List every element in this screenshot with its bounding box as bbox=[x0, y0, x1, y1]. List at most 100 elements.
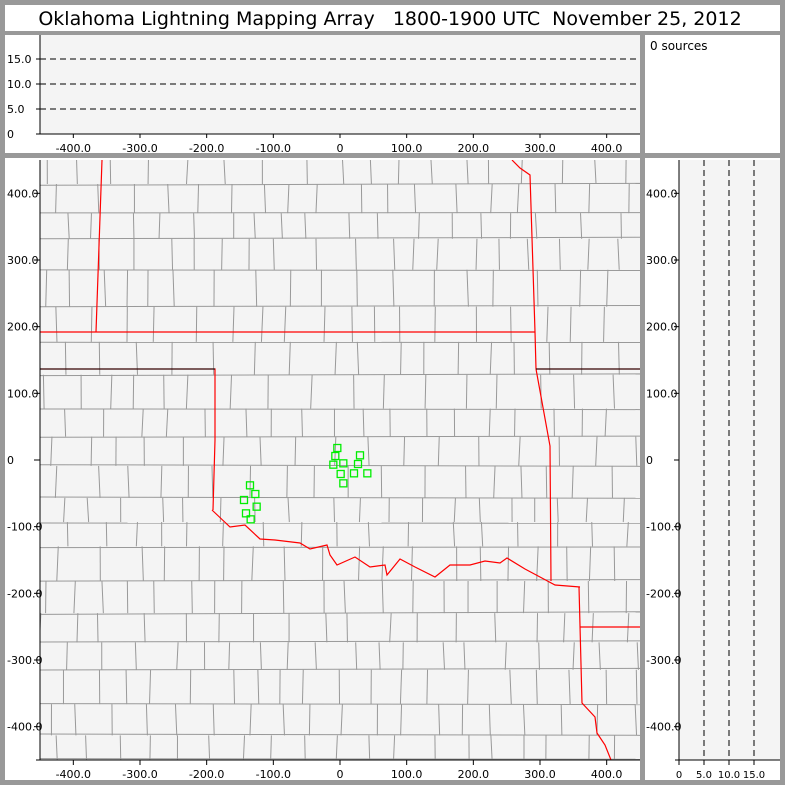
county-line bbox=[165, 408, 169, 437]
x-tick-label: 400.0 bbox=[591, 142, 623, 155]
county-line bbox=[463, 642, 466, 670]
x-tick-label: 400.0 bbox=[591, 768, 623, 781]
county-line bbox=[283, 546, 286, 581]
county-line bbox=[355, 642, 358, 670]
x-tick-label: -200.0 bbox=[189, 142, 224, 155]
county-line bbox=[193, 213, 195, 239]
county-line bbox=[376, 213, 379, 239]
x-tick-label: 200.0 bbox=[458, 142, 490, 155]
county-line bbox=[253, 341, 256, 375]
county-line bbox=[393, 735, 396, 760]
county-line bbox=[573, 374, 576, 409]
county-line bbox=[314, 642, 317, 670]
county-line bbox=[346, 613, 348, 643]
state-boundaries bbox=[40, 160, 640, 760]
county-line bbox=[90, 436, 93, 466]
county-line bbox=[400, 341, 402, 375]
county-line bbox=[595, 436, 598, 466]
station-marker bbox=[339, 459, 348, 468]
county-line bbox=[453, 497, 456, 523]
county-line bbox=[348, 213, 351, 239]
y-tick-label: 5.0 bbox=[7, 103, 25, 116]
county-line bbox=[222, 436, 225, 466]
county-line bbox=[40, 546, 640, 549]
county-line bbox=[242, 735, 246, 760]
x-tick-label: -300.0 bbox=[122, 768, 157, 781]
station-marker bbox=[363, 469, 372, 478]
county-line bbox=[587, 580, 590, 614]
county-line bbox=[263, 183, 267, 214]
county-line bbox=[437, 436, 440, 466]
county-line bbox=[126, 269, 129, 307]
county-line bbox=[300, 522, 303, 547]
station-marker bbox=[252, 502, 261, 511]
county-line bbox=[335, 735, 338, 760]
county-line bbox=[617, 238, 620, 270]
county-line bbox=[301, 408, 303, 437]
county-line bbox=[568, 669, 571, 705]
county-line bbox=[132, 213, 135, 239]
county-line bbox=[355, 238, 357, 270]
county-line bbox=[535, 669, 538, 705]
county-line bbox=[90, 213, 92, 239]
y-tick-label: 200.0 bbox=[646, 321, 678, 334]
county-line bbox=[563, 613, 566, 643]
y-tick-label: 0 bbox=[7, 454, 14, 467]
county-line bbox=[522, 704, 526, 736]
county-line bbox=[534, 213, 538, 239]
x-tick-label: -100.0 bbox=[256, 768, 291, 781]
county-line bbox=[233, 669, 236, 705]
county-line bbox=[436, 238, 439, 270]
county-line bbox=[367, 522, 370, 547]
county-line bbox=[493, 465, 496, 498]
county-line bbox=[603, 306, 605, 342]
county-line bbox=[262, 522, 265, 547]
county-line bbox=[510, 306, 512, 342]
county-line bbox=[45, 269, 48, 307]
county-line bbox=[127, 465, 130, 498]
county-line bbox=[604, 408, 607, 437]
county-line bbox=[186, 160, 189, 185]
county-line bbox=[424, 374, 427, 409]
x-tick-label: -300.0 bbox=[122, 142, 157, 155]
county-line bbox=[467, 669, 469, 705]
x-tick-label: 200.0 bbox=[458, 768, 490, 781]
county-line bbox=[438, 704, 441, 736]
county-line bbox=[86, 497, 90, 523]
county-line bbox=[143, 613, 146, 643]
county-line bbox=[434, 306, 436, 342]
station-marker bbox=[331, 451, 340, 461]
county-line bbox=[457, 341, 460, 375]
county-line bbox=[228, 642, 231, 670]
county-line bbox=[76, 613, 79, 643]
county-line bbox=[418, 213, 420, 239]
county-line bbox=[580, 213, 583, 239]
county-line bbox=[381, 546, 384, 582]
county-line bbox=[282, 580, 285, 614]
county-line bbox=[301, 669, 304, 705]
county-line bbox=[40, 640, 640, 643]
county-line bbox=[538, 642, 540, 670]
county-line bbox=[96, 613, 99, 643]
station-marker bbox=[246, 515, 255, 524]
county-line bbox=[162, 497, 165, 523]
county-line bbox=[368, 735, 371, 760]
county-line bbox=[40, 667, 640, 671]
county-line bbox=[167, 183, 170, 214]
county-line bbox=[397, 160, 400, 185]
county-line bbox=[149, 669, 152, 705]
county-line bbox=[191, 580, 193, 614]
county-line bbox=[466, 269, 469, 307]
county-line bbox=[135, 522, 138, 547]
county-line bbox=[455, 183, 458, 214]
y-tick-label: -100.0 bbox=[646, 521, 681, 534]
state-border bbox=[578, 586, 612, 760]
county-line bbox=[392, 269, 395, 307]
county-line bbox=[64, 341, 67, 375]
x-tick-label: 0 bbox=[337, 142, 344, 155]
county-line bbox=[287, 183, 290, 214]
county-line bbox=[400, 704, 403, 736]
county-line bbox=[286, 465, 288, 498]
county-line bbox=[55, 306, 58, 342]
lma-stations bbox=[239, 443, 372, 524]
